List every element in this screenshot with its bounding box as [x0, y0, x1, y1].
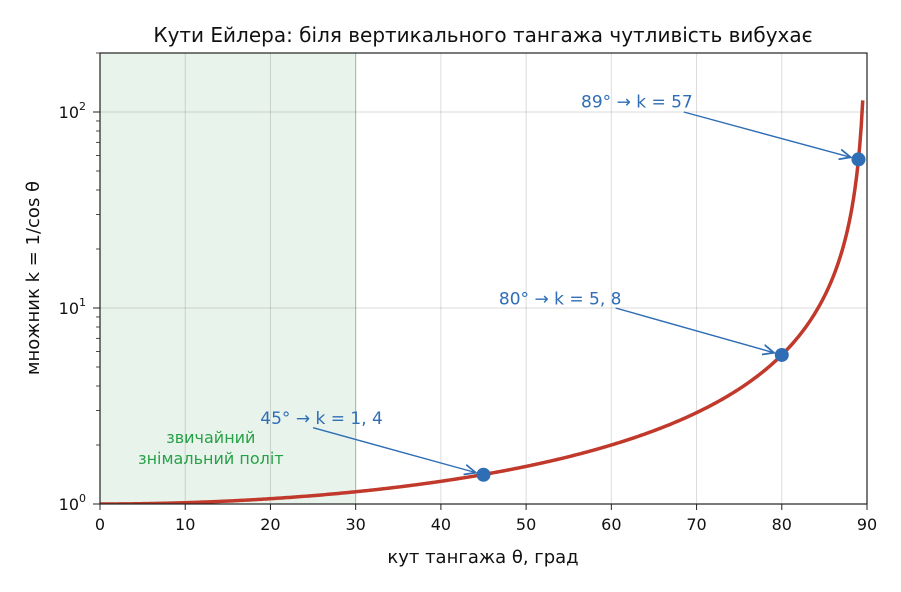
data-point	[851, 152, 866, 167]
x-tick-label: 20	[260, 515, 280, 534]
x-tick-label: 50	[516, 515, 536, 534]
chart-title: Кути Ейлера: біля вертикального тангажа …	[153, 23, 812, 47]
x-tick-label: 80	[772, 515, 792, 534]
shaded-region-label: звичайний	[166, 428, 255, 447]
annotation-label: 45° → k = 1, 4	[260, 409, 383, 429]
annotation-label: 89° → k = 57	[581, 93, 693, 113]
data-point	[774, 347, 789, 362]
y-tick-label: 102	[59, 100, 86, 122]
plot-frame	[99, 52, 868, 505]
y-axis-label: множник k = 1/cos θ	[23, 181, 44, 375]
y-tick-label: 100	[59, 492, 86, 514]
x-tick-label: 70	[686, 515, 706, 534]
x-tick-label: 90	[857, 515, 877, 534]
x-axis-label: кут тангажа θ, град	[387, 547, 578, 568]
annotation-arrow	[683, 111, 851, 157]
x-tick-label: 10	[175, 515, 195, 534]
y-tick-label: 101	[59, 296, 86, 318]
x-tick-label: 30	[345, 515, 365, 534]
data-point	[476, 467, 491, 482]
annotation-arrow	[312, 427, 476, 473]
annotation-arrow	[615, 307, 774, 353]
shaded-region	[100, 53, 357, 504]
x-tick-label: 60	[601, 515, 621, 534]
x-tick-label: 0	[95, 515, 105, 534]
annotation-label: 80° → k = 5, 8	[499, 289, 622, 309]
x-tick-label: 40	[431, 515, 451, 534]
shaded-region-label: знімальний політ	[138, 449, 284, 468]
